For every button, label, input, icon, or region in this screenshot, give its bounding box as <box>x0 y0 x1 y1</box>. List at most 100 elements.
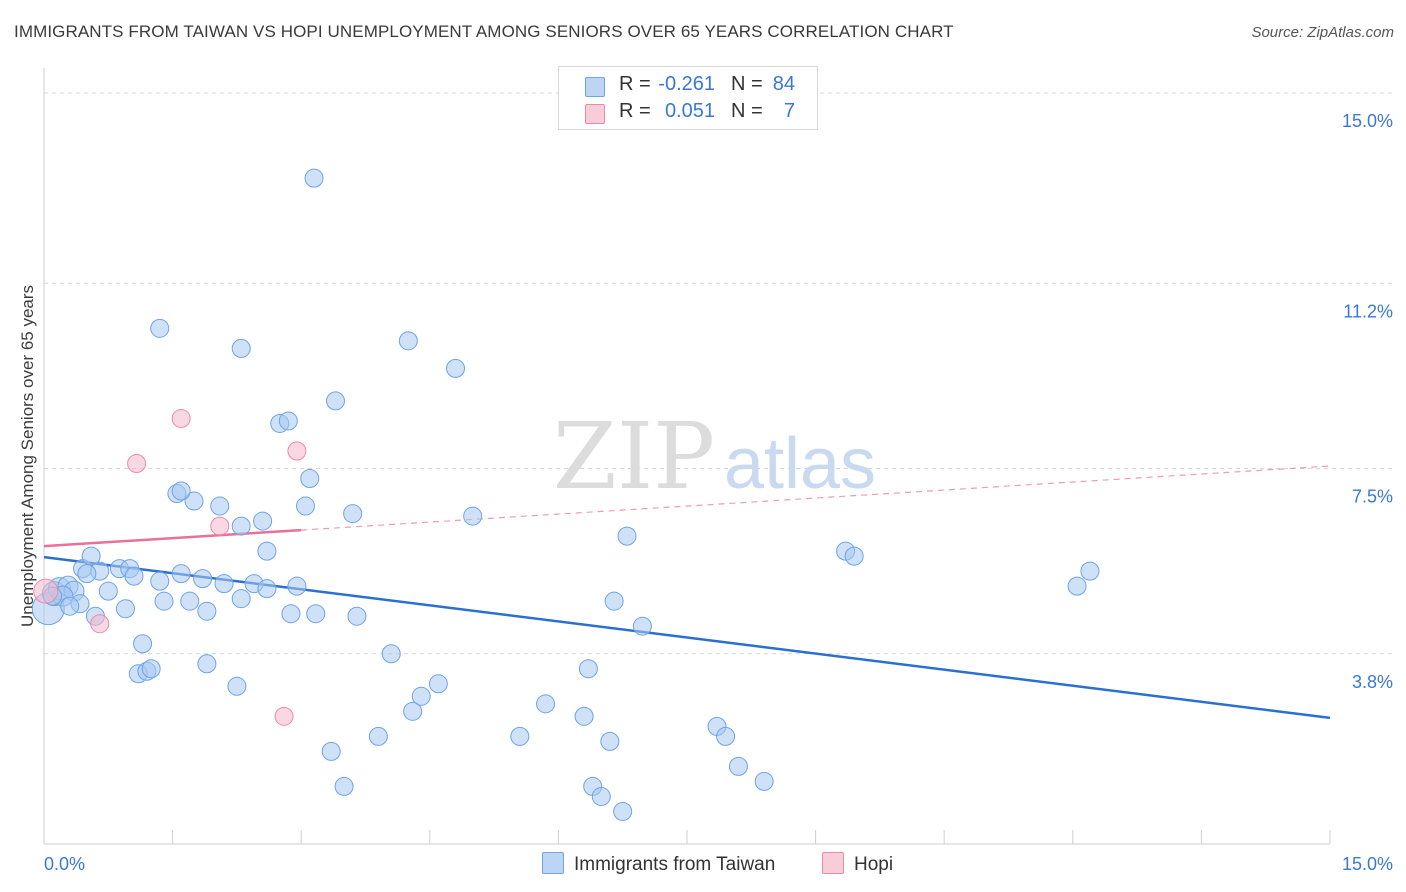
hopi-data-point <box>33 578 59 604</box>
taiwan-data-point <box>1080 561 1100 581</box>
legend-n-label: N = <box>731 73 763 95</box>
legend-n-value: 84 <box>772 73 795 95</box>
chart-title: IMMIGRANTS FROM TAIWAN VS HOPI UNEMPLOYM… <box>14 22 954 41</box>
bottom-legend-label-hopi: Hopi <box>854 854 894 875</box>
hopi-data-point <box>287 441 307 461</box>
taiwan-data-point <box>231 338 251 358</box>
taiwan-data-point <box>197 601 217 621</box>
bottom-legend-label-taiwan: Immigrants from Taiwan <box>574 854 776 875</box>
taiwan-data-point <box>210 496 230 516</box>
taiwan-data-point <box>98 581 118 601</box>
taiwan-data-point <box>754 771 774 791</box>
taiwan-data-point <box>325 391 345 411</box>
taiwan-data-point <box>343 504 363 524</box>
correlation-legend: R = -0.261 N = 84 R = 0.051 N = 7 <box>558 66 818 130</box>
taiwan-data-point <box>180 591 200 611</box>
bottom-legend-swatch-taiwan <box>542 852 564 874</box>
taiwan-data-point <box>257 579 277 599</box>
taiwan-data-point <box>304 168 324 188</box>
watermark-zip: ZIP <box>553 403 715 510</box>
y-tick-label: 15.0% <box>1342 111 1393 131</box>
legend-swatch-hopi <box>585 104 605 124</box>
legend-r-value: -0.261 <box>658 73 715 95</box>
taiwan-data-point <box>463 506 483 526</box>
taiwan-data-point <box>728 756 748 776</box>
y-tick-label: 11.2% <box>1343 301 1393 321</box>
taiwan-data-point <box>334 776 354 796</box>
taiwan-data-point <box>600 731 620 751</box>
taiwan-data-point <box>253 511 273 531</box>
taiwan-data-point <box>197 654 217 674</box>
bottom-legend-swatch-hopi <box>822 852 844 874</box>
taiwan-data-point <box>287 576 307 596</box>
taiwan-data-point <box>574 706 594 726</box>
taiwan-data-point <box>398 331 418 351</box>
hopi-data-point <box>274 706 294 726</box>
legend-r-label: R = <box>619 73 651 95</box>
taiwan-data-point <box>184 491 204 511</box>
legend-n-value: 7 <box>783 100 795 122</box>
taiwan-data-point <box>193 569 213 589</box>
legend-swatch-taiwan <box>585 77 605 97</box>
taiwan-data-point <box>154 591 174 611</box>
taiwan-data-point <box>446 358 466 378</box>
taiwan-data-point <box>214 574 234 594</box>
taiwan-data-point <box>368 726 388 746</box>
taiwan-data-point <box>604 591 624 611</box>
taiwan-data-point <box>381 644 401 664</box>
taiwan-data-point <box>844 546 864 566</box>
taiwan-data-point <box>257 541 277 561</box>
trend-line-dashed <box>301 465 1331 531</box>
taiwan-data-point <box>133 634 153 654</box>
legend-r-label: R = <box>619 100 651 122</box>
legend-n-label: N = <box>731 100 763 122</box>
tick-labels: 3.8% 7.5% 11.2% 15.0% 0.0% 15.0% <box>44 111 1393 874</box>
watermark-atlas: atlas <box>724 424 876 504</box>
taiwan-data-point <box>231 516 251 536</box>
taiwan-data-point <box>591 786 611 806</box>
hopi-data-point <box>171 408 191 428</box>
taiwan-data-point <box>171 481 191 501</box>
taiwan-data-point <box>300 469 320 489</box>
taiwan-data-point <box>716 726 736 746</box>
taiwan-data-point <box>77 564 97 584</box>
bottom-legend-taiwan: Immigrants from Taiwan <box>542 852 775 876</box>
taiwan-data-point <box>411 686 431 706</box>
legend-r-value: 0.051 <box>664 100 715 122</box>
source-label: Source: ZipAtlas.com <box>1251 24 1394 41</box>
hopi-data-point <box>90 614 110 634</box>
taiwan-data-point <box>278 411 298 431</box>
grid-lines <box>44 92 1394 655</box>
axes <box>43 68 1331 845</box>
y-tick-label: 3.8% <box>1352 672 1393 692</box>
x-tick-label: 15.0% <box>1342 854 1393 874</box>
taiwan-data-point <box>617 526 637 546</box>
taiwan-data-point <box>347 606 367 626</box>
taiwan-data-point <box>306 604 326 624</box>
taiwan-data-point <box>227 676 247 696</box>
taiwan-data-point <box>295 496 315 516</box>
taiwan-data-point <box>171 564 191 584</box>
y-tick-label: 7.5% <box>1352 487 1393 507</box>
taiwan-data-point <box>578 659 598 679</box>
taiwan-data-point <box>115 599 135 619</box>
taiwan-data-point <box>141 659 161 679</box>
x-tick-label: 0.0% <box>44 854 85 874</box>
legend-row-hopi: R = 0.051 N = 7 <box>559 100 817 128</box>
taiwan-data-point <box>231 589 251 609</box>
trend-line-solid <box>43 528 302 548</box>
taiwan-data-point <box>124 566 144 586</box>
taiwan-data-point <box>536 694 556 714</box>
watermark: ZIP atlas <box>553 403 876 510</box>
taiwan-data-point <box>60 596 80 616</box>
hopi-data-point <box>127 454 147 474</box>
taiwan-data-point <box>428 674 448 694</box>
bottom-legend-hopi: Hopi <box>822 852 893 876</box>
taiwan-data-point <box>632 616 652 636</box>
taiwan-data-point <box>81 546 101 566</box>
taiwan-data-point <box>1067 576 1087 596</box>
taiwan-data-point <box>281 604 301 624</box>
legend-row-taiwan: R = -0.261 N = 84 <box>559 73 817 101</box>
data-points <box>31 168 1100 821</box>
